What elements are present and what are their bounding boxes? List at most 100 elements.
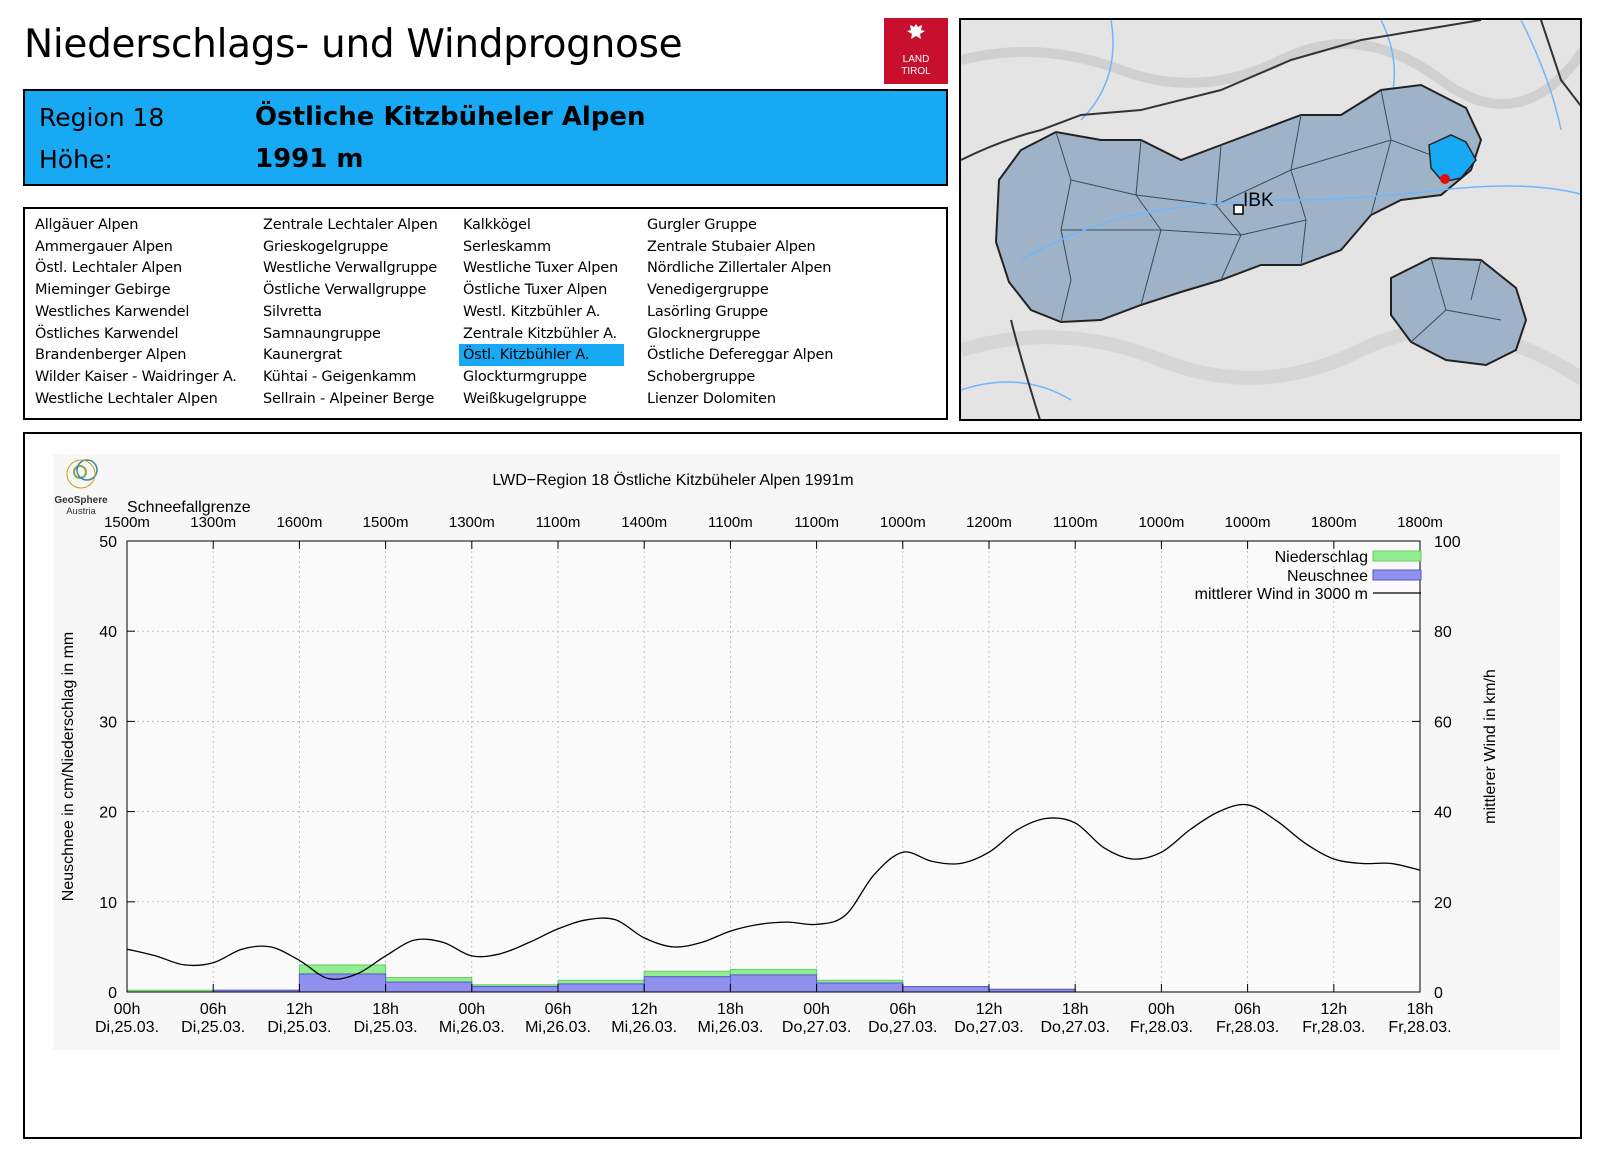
x-tick-label-hour: 00h (458, 1001, 485, 1018)
y-tick-label-right: 80 (1434, 624, 1452, 641)
region-list-item[interactable]: Kalkkögel (463, 217, 531, 233)
y-tick-label-left: 0 (108, 985, 117, 1002)
region-list-item[interactable]: Venedigergruppe (647, 282, 769, 299)
x-tick-label-hour: 00h (1148, 1001, 1175, 1018)
y-tick-label-right: 20 (1434, 895, 1452, 912)
region-list-item[interactable]: Östliche Verwallgruppe (263, 282, 427, 299)
neuschnee-bar (471, 986, 559, 993)
region-list-item[interactable]: Lasörling Gruppe (647, 303, 768, 320)
snowline-value: 1800m (1311, 514, 1357, 531)
x-tick-label-hour: 06h (1234, 1001, 1261, 1018)
x-tick-label-date: Mi,26.03. (611, 1019, 677, 1036)
neuschnee-bar (902, 986, 990, 993)
x-tick-label-hour: 18h (717, 1001, 744, 1018)
x-tick-label-hour: 18h (372, 1001, 399, 1018)
x-tick-label-date: Fr,28.03. (1216, 1019, 1279, 1036)
wind-series-line (126, 803, 1421, 980)
region-list: Allgäuer Alpen Ammergauer Alpen Östl. Lech… (23, 207, 948, 420)
snowline-value: 1300m (190, 514, 236, 531)
snowline-value: 1000m (1225, 514, 1271, 531)
region-list-item[interactable]: Westl. Kitzbühler A. (463, 303, 601, 320)
snowline-value: 1000m (1138, 514, 1184, 531)
region-list-item[interactable]: Kühtai - Geigenkamm (263, 368, 417, 385)
snowline-value: 1200m (966, 514, 1012, 531)
neuschnee-bar (729, 974, 818, 993)
snowline-value: 1100m (536, 514, 581, 531)
neuschnee-bar (557, 983, 645, 993)
x-tick-label-date: Fr,28.03. (1302, 1019, 1365, 1036)
page-title: Niederschlags- und Windprognose (24, 22, 683, 67)
chart-panel: GeoSphere Austria LWD−Region 18 Östliche… (23, 432, 1582, 1139)
tirol-map[interactable]: IBK (959, 18, 1582, 421)
y-tick-label-left: 10 (99, 895, 117, 912)
region-list-item[interactable]: Glockturmgruppe (463, 368, 587, 385)
region-list-item[interactable]: Zentrale Stubaier Alpen (647, 238, 816, 255)
region-list-item[interactable]: Grieskogelgruppe (263, 238, 389, 255)
logo-line1: LAND (902, 54, 930, 65)
region-list-item[interactable]: Allgäuer Alpen (35, 217, 139, 233)
region-list-item[interactable]: Ammergauer Alpen (35, 238, 173, 255)
snowline-value: 1000m (880, 514, 926, 531)
region-list-item[interactable]: Gurgler Gruppe (647, 217, 757, 233)
region-list-item[interactable]: Weißkugelgruppe (463, 390, 587, 407)
legend-label-neuschnee: Neuschnee (1287, 568, 1368, 585)
region-list-item[interactable]: Sellrain - Alpeiner Berge (263, 390, 435, 407)
x-tick-label-date: Do,27.03. (1041, 1019, 1110, 1036)
y-tick-label-left: 30 (99, 714, 117, 731)
region-list-item[interactable]: Schobergruppe (647, 368, 756, 385)
x-tick-label-date: Di,25.03. (354, 1019, 418, 1036)
forecast-chart: GeoSphere Austria LWD−Region 18 Östliche… (53, 454, 1560, 1050)
region-list-item[interactable]: Westliches Karwendel (35, 303, 190, 320)
x-tick-label-hour: 12h (631, 1001, 658, 1018)
region-list-item[interactable]: Nördliche Zillertaler Alpen (647, 260, 832, 277)
region-list-item[interactable]: Silvretta (263, 303, 322, 320)
x-tick-label-hour: 06h (889, 1001, 916, 1018)
neuschnee-bar (298, 973, 387, 993)
height-label: Höhe: (39, 145, 113, 174)
map-svg: IBK (961, 20, 1580, 419)
brand-line2: Austria (66, 506, 96, 517)
y-tick-label-left: 40 (99, 624, 117, 641)
snowline-value: 1600m (276, 514, 322, 531)
geosphere-logo: GeoSphere Austria (54, 459, 108, 517)
region-list-item[interactable]: Östl. Lechtaler Alpen (35, 260, 182, 277)
region-list-item[interactable]: Mieminger Gebirge (35, 282, 171, 299)
legend-swatch-niederschlag (1372, 550, 1422, 562)
x-tick-label-hour: 18h (1062, 1001, 1089, 1018)
region-list-item[interactable]: Östliche Tuxer Alpen (463, 282, 608, 299)
x-tick-label-hour: 00h (114, 1001, 141, 1018)
snowline-value: 1300m (449, 514, 495, 531)
region-list-item[interactable]: Wilder Kaiser - Waidringer A. (35, 368, 237, 385)
snowline-label: Schneefallgrenze (127, 499, 251, 516)
region-marker-icon (1440, 174, 1450, 184)
region-list-item[interactable]: Westliche Tuxer Alpen (463, 260, 618, 277)
y-tick-label-left: 50 (99, 534, 117, 551)
region-list-item[interactable]: Östliche Defereggar Alpen (647, 347, 834, 364)
x-tick-label-hour: 12h (976, 1001, 1003, 1018)
region-height: 1991 m (255, 144, 364, 174)
region-list-item[interactable]: Brandenberger Alpen (35, 347, 187, 364)
region-list-item[interactable]: Westliche Lechtaler Alpen (35, 390, 218, 407)
region-list-item[interactable]: Kaunergrat (263, 347, 342, 364)
region-list-item[interactable]: Zentrale Kitzbühler A. (463, 325, 617, 342)
region-list-item[interactable]: Glocknergruppe (647, 325, 761, 342)
y-tick-label-right: 40 (1434, 805, 1452, 822)
snowline-value: 1400m (621, 514, 667, 531)
x-tick-label-date: Mi,26.03. (697, 1019, 763, 1036)
x-tick-label-hour: 06h (545, 1001, 572, 1018)
region-list-item[interactable]: Zentrale Lechtaler Alpen (263, 217, 438, 233)
y-axis-label-right: mittlerer Wind in km/h (1482, 669, 1499, 824)
snowline-value: 1100m (708, 514, 753, 531)
neuschnee-bar (643, 976, 731, 993)
region-list-item[interactable]: Östl. Kitzbühler A. (459, 344, 624, 367)
region-list-item[interactable]: Westliche Verwallgruppe (263, 260, 437, 277)
x-tick-label-date: Do,27.03. (782, 1019, 851, 1036)
legend-label-niederschlag: Niederschlag (1275, 549, 1368, 566)
x-tick-label-date: Di,25.03. (95, 1019, 159, 1036)
region-list-item[interactable]: Lienzer Dolomiten (647, 390, 776, 407)
snowline-value: 1100m (794, 514, 839, 531)
region-header: Region 18 Östliche Kitzbüheler Alpen Höh… (23, 89, 948, 186)
region-list-item[interactable]: Samnaungruppe (263, 325, 381, 342)
region-list-item[interactable]: Serleskamm (463, 238, 551, 255)
region-list-item[interactable]: Östliches Karwendel (35, 325, 179, 342)
